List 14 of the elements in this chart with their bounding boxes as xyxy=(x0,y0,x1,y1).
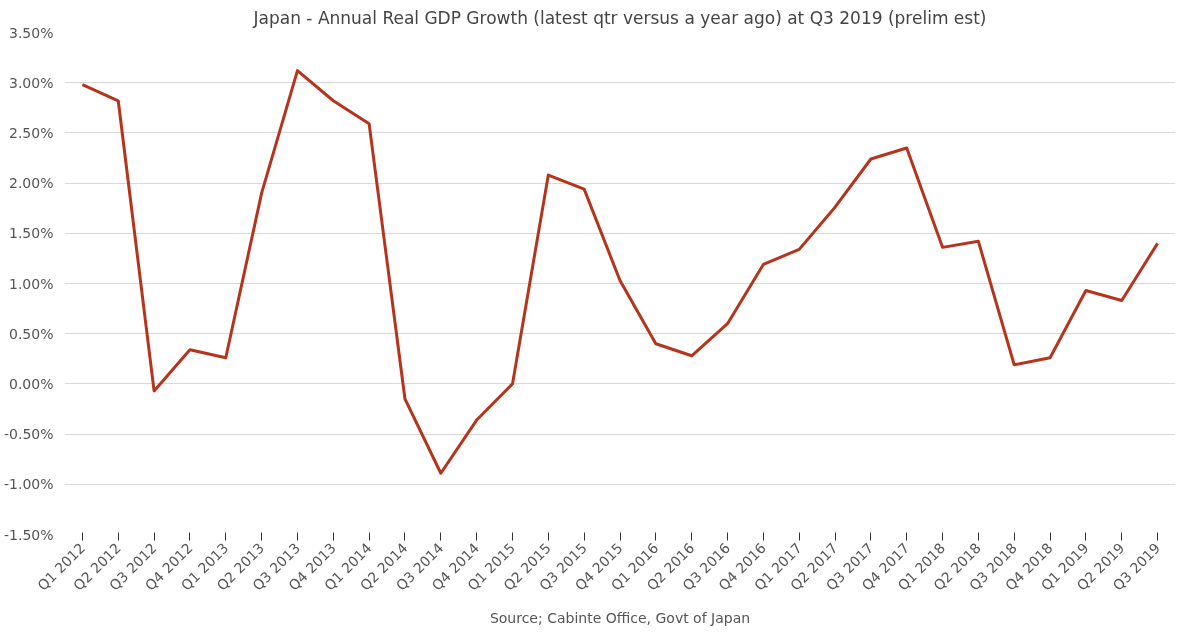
y-tick-label: 0.00% xyxy=(9,375,54,392)
line-series xyxy=(80,69,1160,475)
y-tick-label: 3.00% xyxy=(9,74,54,91)
y-tick-label: -0.50% xyxy=(3,426,54,443)
y-tick-label: 0.50% xyxy=(9,325,54,342)
y-tick-label: 2.50% xyxy=(9,124,54,141)
y-tick-label: 2.00% xyxy=(9,175,54,192)
chart-title: Japan - Annual Real GDP Growth (latest qtr versus a year ago) at Q3 2019 (prelim est) xyxy=(252,7,987,28)
source-note: Source; Cabinte Office, Govt of Japan xyxy=(489,609,751,626)
y-tick-label: -1.50% xyxy=(3,526,54,543)
y-tick-label: 3.50% xyxy=(9,24,54,41)
y-tick-label: -1.00% xyxy=(3,476,54,493)
y-tick-label: 1.50% xyxy=(9,225,54,242)
y-tick-label: 1.00% xyxy=(9,275,54,292)
